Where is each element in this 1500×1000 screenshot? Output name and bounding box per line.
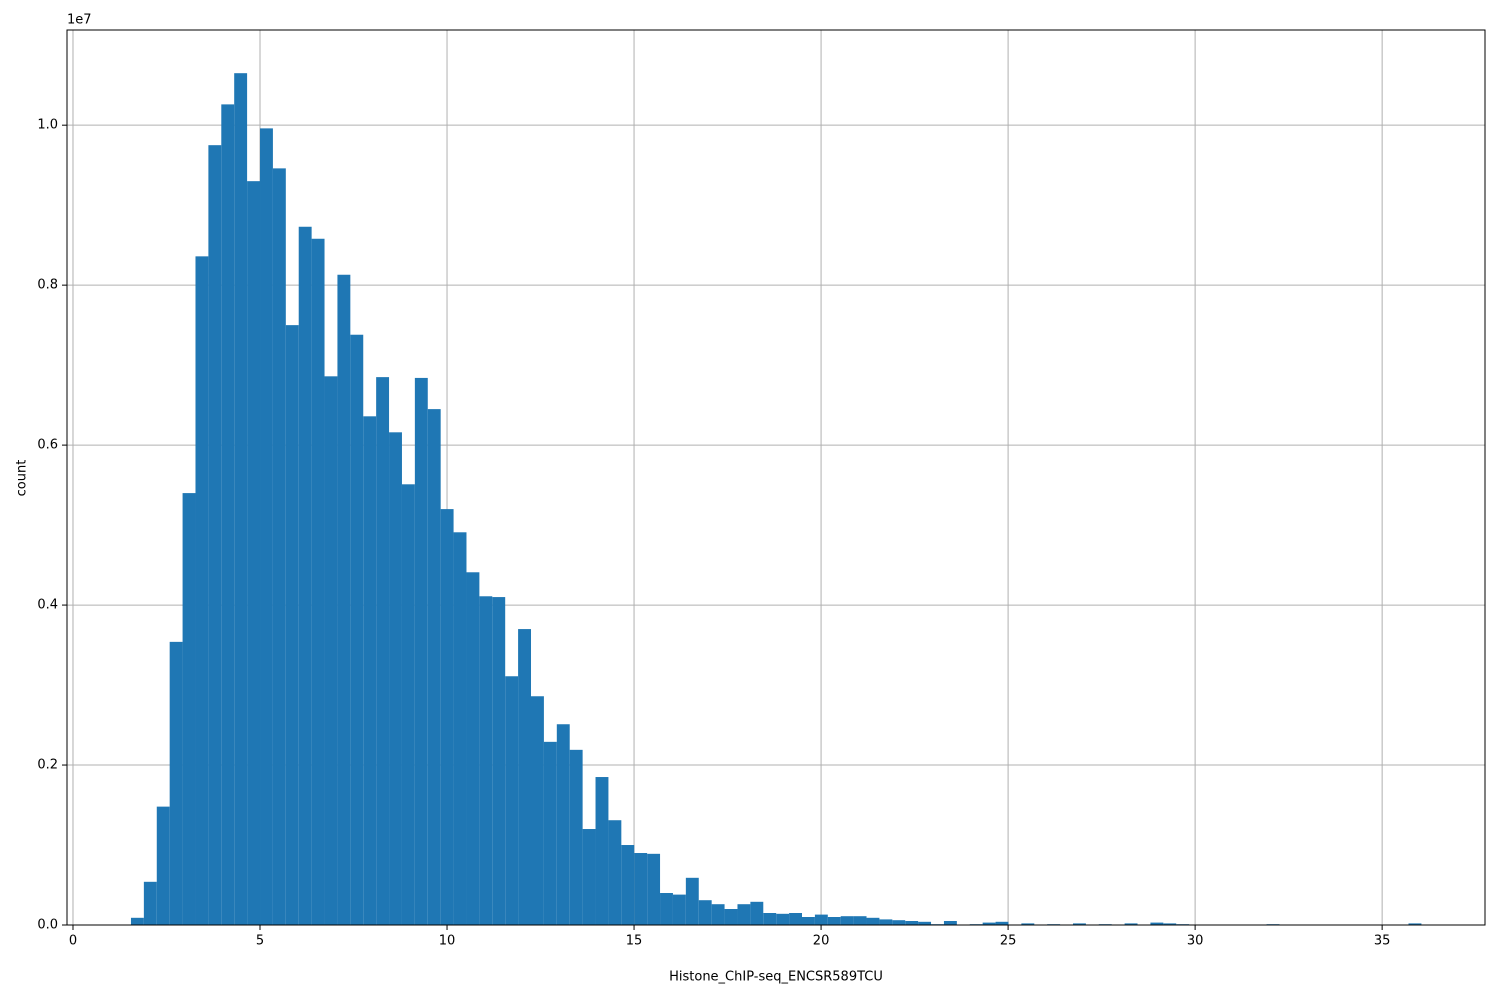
- bar: [789, 913, 802, 925]
- bar: [685, 877, 699, 925]
- x-axis-label: Histone_ChIP-seq_ENCSR589TCU: [669, 970, 883, 985]
- x-tick-label: 0: [69, 934, 77, 949]
- x-tick-label: 35: [1374, 934, 1391, 949]
- y-tick-label: 0.0: [37, 918, 58, 933]
- bar: [608, 820, 622, 925]
- bar: [647, 853, 661, 925]
- bar: [363, 416, 377, 925]
- bar: [350, 334, 364, 925]
- y-tick-label: 0.4: [37, 598, 58, 613]
- bar: [556, 724, 570, 925]
- x-tick-label: 10: [439, 934, 456, 949]
- bar: [943, 921, 957, 925]
- bar: [337, 274, 351, 925]
- bar: [401, 484, 415, 925]
- bar: [466, 572, 480, 925]
- bar: [711, 904, 725, 925]
- bar: [221, 104, 235, 926]
- bar: [595, 777, 609, 925]
- bar: [776, 913, 790, 925]
- bar: [1124, 923, 1138, 925]
- bar: [182, 493, 196, 925]
- y-tick-label: 0.8: [37, 278, 58, 293]
- bar: [453, 532, 467, 925]
- bar: [208, 145, 222, 925]
- x-tick-label: 5: [256, 934, 264, 949]
- bar: [311, 238, 325, 925]
- bar: [518, 629, 532, 925]
- bar: [427, 409, 441, 925]
- y-axis-label: count: [15, 460, 30, 497]
- bar: [195, 256, 209, 925]
- bar: [698, 900, 712, 925]
- bar: [801, 917, 815, 925]
- bar: [879, 919, 893, 925]
- bar: [866, 917, 880, 925]
- x-tick-label: 15: [626, 934, 643, 949]
- bar: [376, 377, 390, 925]
- y-tick-label: 0.6: [37, 438, 58, 453]
- bar: [169, 641, 183, 925]
- bar: [414, 377, 428, 925]
- bar: [737, 904, 751, 925]
- bar: [660, 893, 673, 925]
- bar: [492, 597, 506, 925]
- bar: [569, 749, 583, 925]
- bar: [750, 901, 764, 925]
- bar: [621, 845, 635, 925]
- bar: [995, 921, 1009, 925]
- y-tick-label: 1.0: [37, 118, 58, 133]
- bar: [260, 128, 273, 925]
- x-tick-label: 25: [1000, 934, 1017, 949]
- bar: [905, 921, 919, 925]
- bar: [853, 916, 867, 925]
- bar: [543, 741, 557, 925]
- bar: [724, 909, 738, 925]
- bar: [918, 921, 932, 925]
- bar: [285, 325, 299, 925]
- bar: [1163, 923, 1177, 925]
- bar: [324, 376, 338, 925]
- x-tick-label: 30: [1187, 934, 1204, 949]
- bar: [672, 894, 686, 925]
- bar: [1408, 923, 1422, 925]
- bar: [272, 168, 286, 925]
- bar: [582, 829, 596, 925]
- bar: [1150, 922, 1164, 925]
- bar: [143, 881, 157, 925]
- bar: [1072, 923, 1086, 925]
- bar: [440, 509, 454, 925]
- bar: [982, 922, 996, 925]
- bar: [840, 916, 854, 925]
- bar: [814, 914, 828, 925]
- bar: [634, 853, 648, 925]
- bar: [763, 913, 777, 925]
- bar: [505, 676, 519, 925]
- bar: [234, 73, 248, 925]
- y-tick-label: 0.2: [37, 758, 58, 773]
- bar: [827, 917, 841, 925]
- bar: [479, 596, 493, 925]
- x-tick-label: 20: [813, 934, 830, 949]
- bar: [130, 917, 144, 925]
- bar: [892, 920, 906, 925]
- bar: [156, 806, 170, 925]
- bar: [298, 226, 312, 925]
- bar: [389, 432, 402, 925]
- axes-frame: [66, 29, 1486, 926]
- y-offset-label: 1e7: [67, 13, 92, 28]
- bar: [531, 696, 544, 925]
- bar: [1021, 923, 1035, 925]
- bar: [247, 181, 261, 926]
